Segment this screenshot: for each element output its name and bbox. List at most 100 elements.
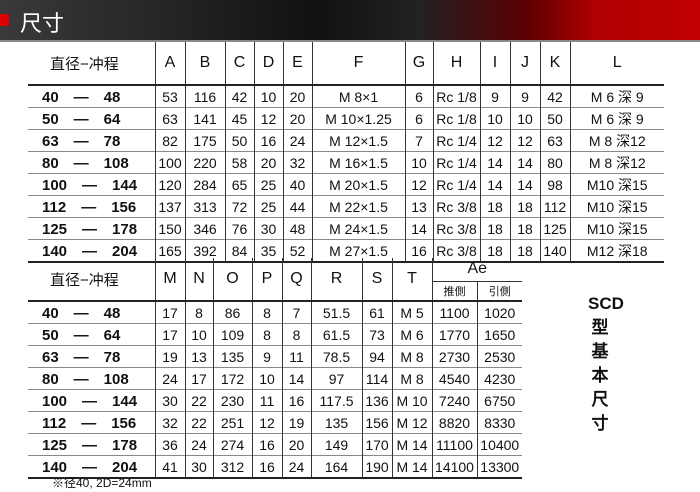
table-cell: 175: [184, 129, 225, 152]
table-cell: 141: [184, 107, 225, 130]
table-row: 112 — 156 32 22 251 12 19 135 156 M 12 8820 8330: [28, 411, 522, 434]
table-row: 140 — 204 41 30 312 16 24 164 190 M 14 14100 13300: [28, 455, 522, 479]
column-header: Ae: [431, 258, 522, 282]
table-cell: 17: [184, 367, 213, 390]
column-header: P: [251, 258, 282, 301]
column-header: H: [432, 42, 480, 85]
table-cell: 42: [224, 84, 254, 108]
table-cell: Rc 1/8: [432, 84, 480, 108]
table-cell: 10: [253, 84, 283, 108]
table-cell: 313: [184, 195, 225, 218]
table-cell: Rc 3/8: [432, 195, 480, 218]
side-label-line: 型: [591, 318, 609, 337]
table-cell: M10 深15: [569, 173, 664, 196]
table-cell: 125 — 178: [28, 433, 155, 456]
table-cell: M 8×1: [311, 84, 405, 108]
table-cell: M 8 深12: [569, 151, 664, 174]
table-cell: M 16×1.5: [311, 151, 405, 174]
table-cell: 12: [404, 173, 433, 196]
table-cell: 220: [184, 151, 225, 174]
table-cell: 8330: [476, 411, 522, 434]
table-cell: 65: [224, 173, 254, 196]
table-cell: 9: [479, 84, 510, 108]
table-cell: 7: [281, 300, 311, 324]
table-cell: 18: [479, 217, 510, 240]
table-cell: 19: [281, 411, 311, 434]
table-cell: 190: [361, 455, 392, 479]
table-cell: 17: [154, 323, 185, 346]
table-cell: 164: [310, 455, 362, 479]
table-cell: 36: [154, 433, 185, 456]
table-cell: M 8: [391, 345, 432, 368]
table-cell: 61.5: [310, 323, 362, 346]
table-cell: 13: [184, 345, 213, 368]
table-cell: 50: [224, 129, 254, 152]
table-cell: 12: [509, 129, 540, 152]
table-cell: 251: [212, 411, 252, 434]
table-cell: 19: [154, 345, 185, 368]
table-cell: 10: [509, 107, 540, 130]
table-cell: 24: [281, 455, 311, 479]
table-cell: 112: [539, 195, 570, 218]
table-cell: 97: [310, 367, 362, 390]
table-cell: 7240: [431, 389, 477, 412]
table-cell: 20: [253, 151, 283, 174]
table-cell: 150: [154, 217, 185, 240]
table-cell: 94: [361, 345, 392, 368]
table-cell: 6: [404, 84, 433, 108]
table-cell: 63 — 78: [28, 129, 155, 152]
table-cell: 8: [251, 323, 282, 346]
table-row: 40 — 48 53 116 42 10 20 M 8×1 6 Rc 1/8 9 9 42 M 6 深 …: [28, 84, 664, 108]
table-cell: 58: [224, 151, 254, 174]
table-cell: 170: [361, 433, 392, 456]
table-cell: 172: [212, 367, 252, 390]
column-header: K: [539, 42, 570, 85]
table-cell: 44: [282, 195, 312, 218]
table-cell: 18: [479, 195, 510, 218]
table-cell: 11100: [431, 433, 477, 456]
table-cell: 53: [154, 84, 185, 108]
table-cell: 136: [361, 389, 392, 412]
table-cell: 16: [251, 433, 282, 456]
table-cell: 32: [282, 151, 312, 174]
table-cell: 13: [404, 195, 433, 218]
table-cell: 30: [154, 389, 185, 412]
table-row: 63 — 78 82 175 50 16 24 M 12×1.5 7 Rc 1/4 12 12 63 M…: [28, 129, 664, 152]
table-cell: 230: [212, 389, 252, 412]
table-cell: 12: [251, 411, 282, 434]
table-cell: 14: [281, 367, 311, 390]
table-cell: 125 — 178: [28, 217, 155, 240]
table-cell: 14: [509, 151, 540, 174]
table-cell: M 6 深 9: [569, 107, 664, 130]
table-cell: 112 — 156: [28, 195, 155, 218]
table-cell: 63: [154, 107, 185, 130]
table-cell: 18: [509, 239, 540, 263]
table-cell: 16: [281, 389, 311, 412]
table-cell: Rc 3/8: [432, 217, 480, 240]
table-cell: M10 深15: [569, 217, 664, 240]
table-cell: M10 深15: [569, 195, 664, 218]
table-cell: M 12: [391, 411, 432, 434]
table-cell: 8: [184, 300, 213, 324]
table-cell: 120: [154, 173, 185, 196]
table-cell: 312: [212, 455, 252, 479]
table-cell: 41: [154, 455, 185, 479]
table-cell: M 10: [391, 389, 432, 412]
table-cell: 135: [310, 411, 362, 434]
table-cell: 73: [361, 323, 392, 346]
table-cell: 86: [212, 300, 252, 324]
table-cell: 125: [539, 217, 570, 240]
side-label: SCD 型 基 本 尺 寸: [588, 292, 624, 436]
table-row: 100 — 144 30 22 230 11 16 117.5 136 M 10 7240 6750: [28, 389, 522, 412]
table-cell: M 6: [391, 323, 432, 346]
table-cell: 80 — 108: [28, 151, 155, 174]
table-cell: 22: [184, 411, 213, 434]
table-cell: 4540: [431, 367, 477, 390]
table-cell: M 24×1.5: [311, 217, 405, 240]
table-cell: Rc 1/4: [432, 173, 480, 196]
table-cell: 2730: [431, 345, 477, 368]
table-cell: 63: [539, 129, 570, 152]
table-cell: 346: [184, 217, 225, 240]
table-cell: 16: [253, 129, 283, 152]
table-cell: 45: [224, 107, 254, 130]
